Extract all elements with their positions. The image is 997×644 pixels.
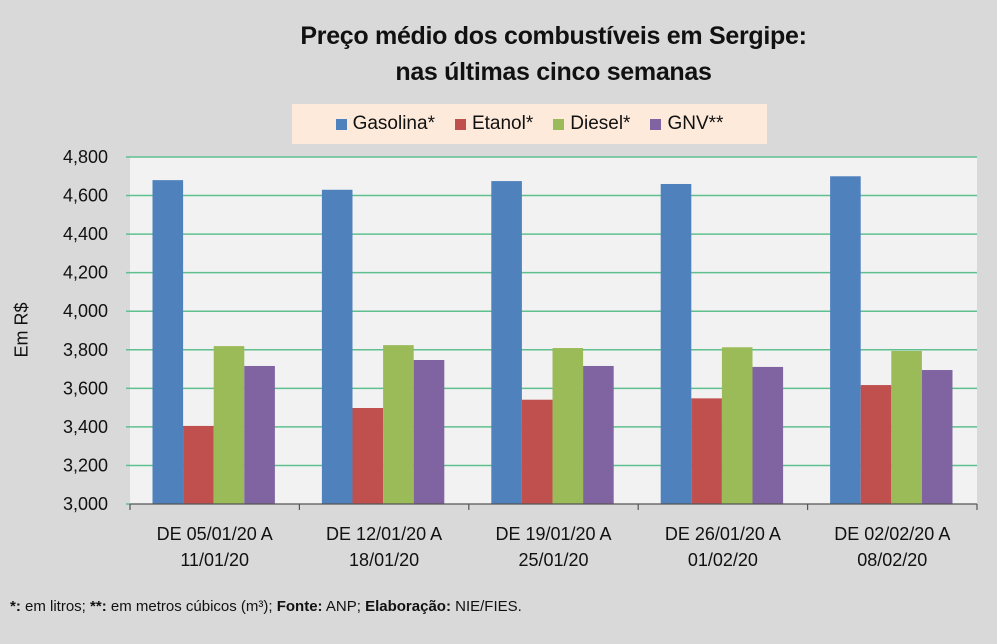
footnote: *: em litros; **: em metros cúbicos (m³)… [10, 598, 522, 615]
y-tick-label: 4,400 [63, 224, 108, 244]
bar-etanol [352, 407, 384, 504]
y-tick-label: 4,000 [63, 301, 108, 321]
bar-etanol [860, 385, 892, 504]
x-tick-label: DE 26/01/20 A [665, 524, 781, 544]
footnote-t4: NIE/FIES. [450, 598, 522, 615]
y-tick-label: 4,200 [63, 263, 108, 283]
footnote-t2: em metros cúbicos (m³); [106, 598, 277, 615]
y-tick-label: 3,000 [63, 494, 108, 514]
legend-label-diesel: Diesel* [570, 113, 631, 134]
legend-item-diesel: Diesel* [553, 113, 630, 135]
bar-gnv [583, 365, 614, 504]
y-tick-label: 3,200 [63, 455, 108, 475]
bar-gasolina [491, 181, 522, 504]
x-tick-label: 11/01/20 [180, 550, 249, 570]
bar-diesel [213, 346, 245, 504]
x-tick-label: 08/02/20 [857, 550, 927, 570]
bar-etanol [691, 398, 722, 504]
footnote-b2: **: [90, 598, 107, 615]
legend-swatch-diesel [553, 118, 565, 130]
bar-gnv [921, 370, 953, 504]
x-tick-label: DE 02/02/20 A [834, 524, 950, 544]
bar-gasolina [660, 183, 692, 504]
y-tick-label: 4,800 [63, 147, 108, 167]
x-tick-label: DE 05/01/20 A [157, 524, 273, 544]
footnote-t1: em litros; [20, 598, 91, 615]
x-tick-label: 25/01/20 [518, 550, 588, 570]
bar-gasolina [830, 176, 861, 504]
y-axis-label: Em R$ [11, 302, 32, 358]
bar-etanol [521, 399, 553, 504]
legend: Gasolina* Etanol* Diesel* GNV** [292, 104, 767, 144]
legend-label-gasolina: Gasolina* [352, 113, 435, 134]
y-tick-label: 4,600 [63, 186, 108, 206]
chart-subtitle: nas últimas cinco semanas [395, 58, 712, 86]
footnote-b4: Elaboração: [365, 598, 451, 615]
bar-diesel [721, 347, 753, 504]
bar-gnv [413, 359, 445, 504]
legend-item-gasolina: Gasolina* [335, 113, 435, 135]
bar-gnv [752, 366, 784, 504]
bar-diesel [891, 350, 922, 504]
bar-etanol [183, 425, 214, 504]
chart-title: Preço médio dos combustíveis em Sergipe:… [130, 18, 977, 90]
y-tick-label: 3,800 [63, 340, 108, 360]
legend-swatch-gasolina [335, 118, 347, 130]
bar-gasolina [152, 180, 184, 504]
legend-label-gnv: GNV** [667, 113, 724, 134]
chart-title-line1: Preço médio dos combustíveis em Sergipe: [300, 22, 807, 50]
x-tick-label: DE 19/01/20 A [495, 524, 611, 544]
legend-item-etanol: Etanol* [454, 113, 534, 135]
legend-swatch-etanol [454, 118, 466, 130]
legend-swatch-gnv [650, 118, 662, 130]
x-tick-label: 18/01/20 [349, 550, 419, 570]
x-tick-label: DE 12/01/20 A [326, 524, 442, 544]
legend-label-etanol: Etanol* [471, 113, 534, 134]
footnote-b1: *: [10, 598, 21, 615]
footnote-b3: Fonte: [276, 598, 323, 615]
bar-diesel [552, 348, 584, 504]
y-tick-label: 3,400 [63, 417, 108, 437]
bar-diesel [383, 345, 414, 504]
footnote-t3: ANP; [322, 598, 366, 615]
bar-gasolina [321, 189, 353, 504]
x-tick-label: 01/02/20 [688, 550, 758, 570]
y-tick-label: 3,600 [63, 378, 108, 398]
bar-gnv [244, 365, 275, 504]
legend-item-gnv: GNV** [650, 113, 723, 135]
